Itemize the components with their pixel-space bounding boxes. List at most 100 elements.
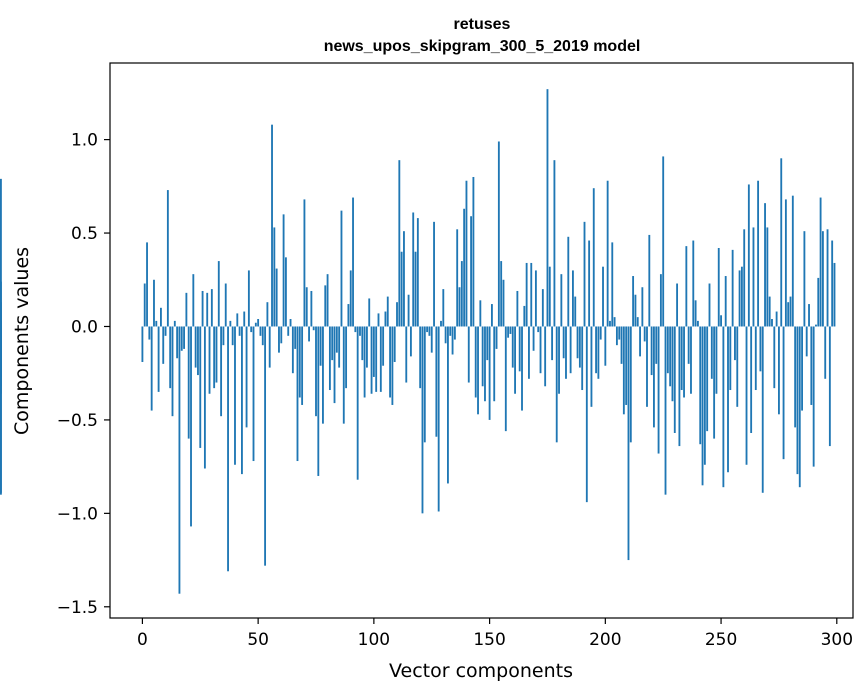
bar: [782, 326, 785, 460]
bar: [724, 276, 727, 327]
bar: [423, 326, 426, 443]
bar: [673, 326, 676, 433]
bar: [511, 326, 514, 368]
bar: [384, 311, 387, 327]
bar: [312, 326, 315, 331]
bar: [361, 326, 364, 361]
bar: [166, 190, 169, 327]
bar: [738, 270, 741, 327]
bar: [611, 242, 614, 327]
bar: [409, 326, 412, 357]
y-tick-label: −1.0: [57, 504, 98, 524]
bar: [486, 326, 489, 361]
bar: [440, 320, 442, 327]
bar: [521, 326, 523, 411]
x-tick-label: 300: [821, 630, 853, 650]
bar: [551, 326, 554, 361]
bar: [791, 195, 794, 327]
bar: [537, 326, 540, 333]
bar-series: [0, 89, 836, 594]
x-tick-label: 0: [137, 630, 148, 650]
bar: [342, 326, 345, 424]
bar: [428, 326, 431, 336]
bar: [609, 320, 611, 327]
bar: [703, 326, 706, 465]
bar: [430, 326, 433, 353]
bar: [831, 240, 834, 327]
bar: [523, 305, 526, 327]
bar: [599, 326, 602, 340]
bar: [382, 326, 385, 366]
bar: [824, 326, 827, 379]
bar: [784, 199, 787, 327]
bar: [687, 326, 690, 364]
bar: [236, 313, 239, 327]
bar: [528, 326, 530, 379]
bar: [761, 326, 764, 493]
bar: [565, 326, 567, 379]
bar: [720, 315, 722, 327]
bar: [655, 326, 658, 364]
bar: [426, 326, 429, 333]
bar: [493, 326, 496, 402]
bar: [780, 158, 783, 327]
bar: [465, 180, 468, 327]
bar: [377, 313, 380, 327]
bar: [766, 227, 769, 327]
bar: [442, 289, 445, 327]
bar: [347, 304, 350, 327]
bar: [437, 326, 440, 512]
bar: [287, 326, 290, 336]
bar: [220, 326, 223, 417]
bar: [363, 326, 366, 398]
bar: [414, 251, 417, 327]
bar: [368, 298, 371, 327]
bar: [500, 261, 503, 327]
bar: [743, 229, 746, 327]
bar: [449, 326, 452, 336]
y-tick-label: 1.0: [71, 131, 98, 151]
bar: [613, 317, 616, 327]
bar: [507, 326, 510, 338]
bar: [398, 160, 401, 327]
bar: [315, 326, 317, 417]
bar: [180, 326, 183, 351]
y-tick-label: −0.5: [57, 411, 98, 431]
bar: [801, 326, 803, 411]
bar: [757, 180, 760, 327]
bar: [245, 326, 248, 428]
bar: [291, 326, 294, 374]
bar: [789, 296, 792, 327]
bar: [164, 326, 167, 336]
y-tick-label: 0.5: [71, 224, 98, 244]
bar: [460, 261, 463, 327]
bar: [787, 302, 790, 327]
bar: [636, 317, 639, 327]
bar: [796, 326, 799, 475]
bar: [648, 234, 651, 327]
bar: [458, 287, 461, 327]
bar: [805, 326, 808, 357]
bar: [694, 300, 697, 327]
bar: [143, 283, 146, 327]
bar: [597, 326, 600, 379]
bar: [740, 266, 743, 327]
bar: [618, 326, 621, 340]
bar: [555, 326, 558, 443]
bar: [183, 326, 185, 349]
bar: [400, 251, 403, 327]
bar: [643, 326, 646, 342]
bar: [0, 178, 2, 327]
bar: [585, 326, 588, 503]
bar: [592, 188, 595, 327]
bar: [602, 266, 604, 327]
bar: [405, 326, 408, 383]
bar: [826, 229, 829, 327]
bar: [606, 180, 609, 327]
bar: [261, 326, 264, 346]
bar: [273, 227, 276, 327]
bar: [335, 326, 338, 353]
bar: [676, 283, 679, 327]
bar: [333, 326, 336, 404]
